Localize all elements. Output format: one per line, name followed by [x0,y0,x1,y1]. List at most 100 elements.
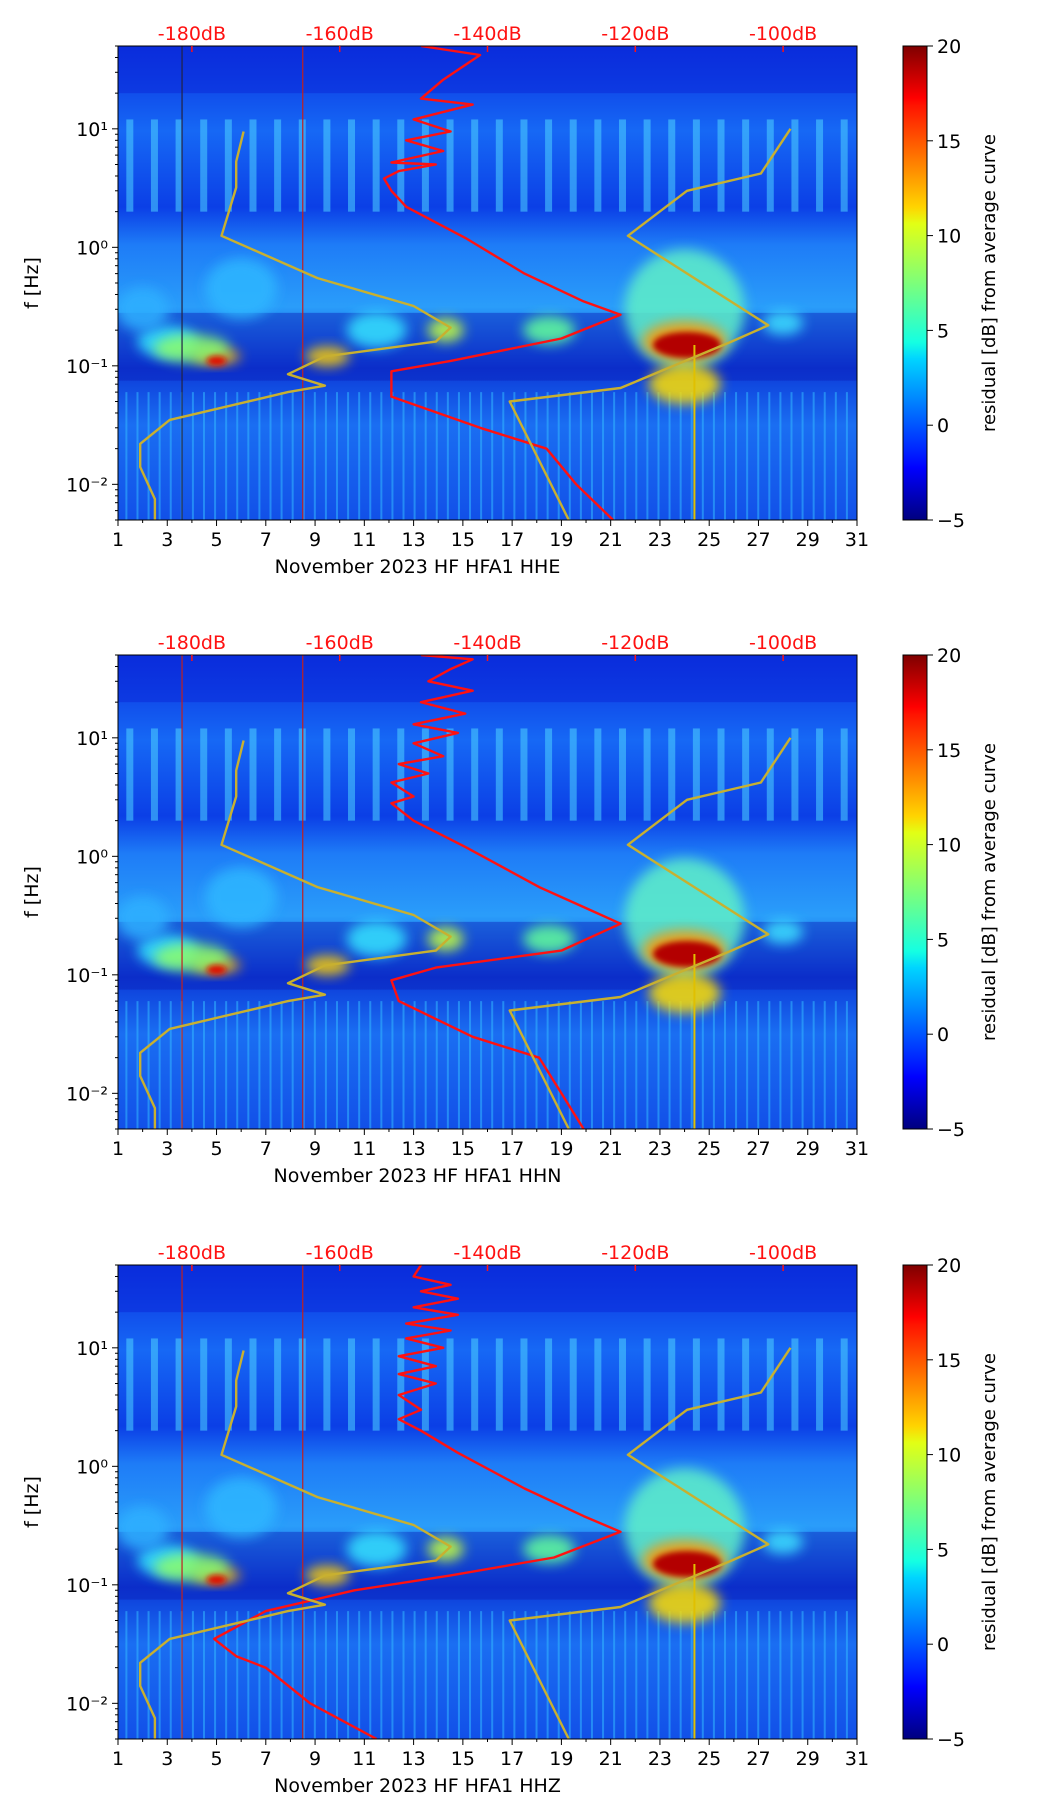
lf-stripe [435,1001,438,1129]
colorbar-tick-label: 0 [937,415,949,437]
x-tick-label: 21 [599,1748,623,1770]
lf-stripe [402,1001,405,1129]
top-db-tick-label: -120dB [601,23,669,45]
x-tick-label: 3 [161,1138,173,1160]
daily-stripe [668,728,676,821]
colorbar-tick-label: 5 [937,320,949,342]
lf-stripe [413,1611,416,1739]
lf-stripe [125,1001,128,1129]
lf-stripe [801,392,804,520]
lf-stripe [336,1001,339,1129]
daily-stripe [471,1338,479,1431]
daily-stripe [274,728,282,821]
daily-stripe [126,728,134,821]
x-tick-label: 21 [599,1138,623,1160]
x-tick-label: 5 [210,1748,222,1770]
daily-stripe [840,119,848,212]
daily-stripe [249,1338,257,1431]
colorbar-label: residual [dB] from average curve [979,1353,1000,1651]
daily-stripe [397,1338,405,1431]
daily-stripe [348,119,356,212]
lf-stripe [613,1611,616,1739]
lf-stripe [258,1001,261,1129]
x-tick-label: 25 [697,529,721,551]
hf-band [118,655,857,703]
lf-stripe [757,1001,760,1129]
lf-stripe [158,1611,161,1739]
x-tick-label: 19 [549,1748,573,1770]
daily-stripe [175,728,183,821]
colorbar-label: residual [dB] from average curve [979,743,1000,1041]
top-db-tick-label: -180dB [158,1242,226,1264]
x-tick-label: 9 [309,529,321,551]
lf-stripe [202,392,205,520]
daily-stripe [249,728,257,821]
daily-stripe [717,728,725,821]
lf-stripe [236,1611,239,1739]
lf-stripe [324,392,327,520]
noise-blob [523,925,576,954]
x-tick-label: 23 [648,529,672,551]
x-tick-label: 29 [796,1138,820,1160]
lf-stripe [701,392,704,520]
colorbar-tick-label: 20 [937,645,961,667]
lf-stripe [269,1611,272,1739]
lf-stripe [125,392,128,520]
hf-band [118,46,857,94]
lf-stripe [746,392,749,520]
daily-stripe [742,728,750,821]
lf-stripe [169,1611,172,1739]
lf-stripe [225,392,228,520]
lf-stripe [613,392,616,520]
x-axis-label: November 2023 HF HFA1 HHN [274,1165,562,1187]
noise-blob [763,310,804,335]
noise-blob [427,1537,464,1562]
lf-stripe [602,1611,605,1739]
daily-stripe [545,1338,553,1431]
x-tick-label: 29 [796,529,820,551]
colorbar [902,45,928,521]
daily-stripe [816,1338,824,1431]
top-db-tick-label: -160dB [306,23,374,45]
daily-stripe [618,1338,626,1431]
daily-stripe [175,1338,183,1431]
daily-stripe [126,119,134,212]
lf-stripe [790,392,793,520]
colorbar-tick-label: 10 [937,226,961,248]
lf-stripe [258,1611,261,1739]
lf-stripe [413,1001,416,1129]
x-tick-label: 3 [161,529,173,551]
top-db-tick-label: -160dB [306,632,374,654]
lf-stripe [845,1611,848,1739]
y-tick-label: 10⁻¹ [66,1575,108,1597]
lf-stripe [491,392,494,520]
lf-stripe [690,1001,693,1129]
lf-stripe [269,1001,272,1129]
daily-stripe [274,1338,282,1431]
noise-blob [648,973,721,1014]
lf-stripe [768,1611,771,1739]
lf-stripe [735,1611,738,1739]
x-tick-label: 9 [309,1138,321,1160]
lf-stripe [236,1001,239,1129]
lf-stripe [834,1611,837,1739]
daily-stripe [372,1338,380,1431]
daily-stripe [791,728,799,821]
top-db-tick-label: -140dB [453,23,521,45]
lf-stripe [635,392,638,520]
lf-stripe [635,1001,638,1129]
lf-stripe [845,1001,848,1129]
colorbar-tick-label: 0 [937,1024,949,1046]
high-noise-model-line [508,1347,792,1739]
lf-stripe [424,392,427,520]
lf-stripe [657,1001,660,1129]
y-axis-label: f [Hz] [21,866,43,918]
lf-stripe [147,392,150,520]
y-tick-label: 10⁻² [66,1083,108,1105]
lf-stripe [380,1611,383,1739]
y-axis-label: f [Hz] [21,257,43,309]
lf-stripe [480,392,483,520]
lf-stripe [524,392,527,520]
colorbar-tick-label: −5 [937,1119,965,1141]
daily-stripe [274,119,282,212]
